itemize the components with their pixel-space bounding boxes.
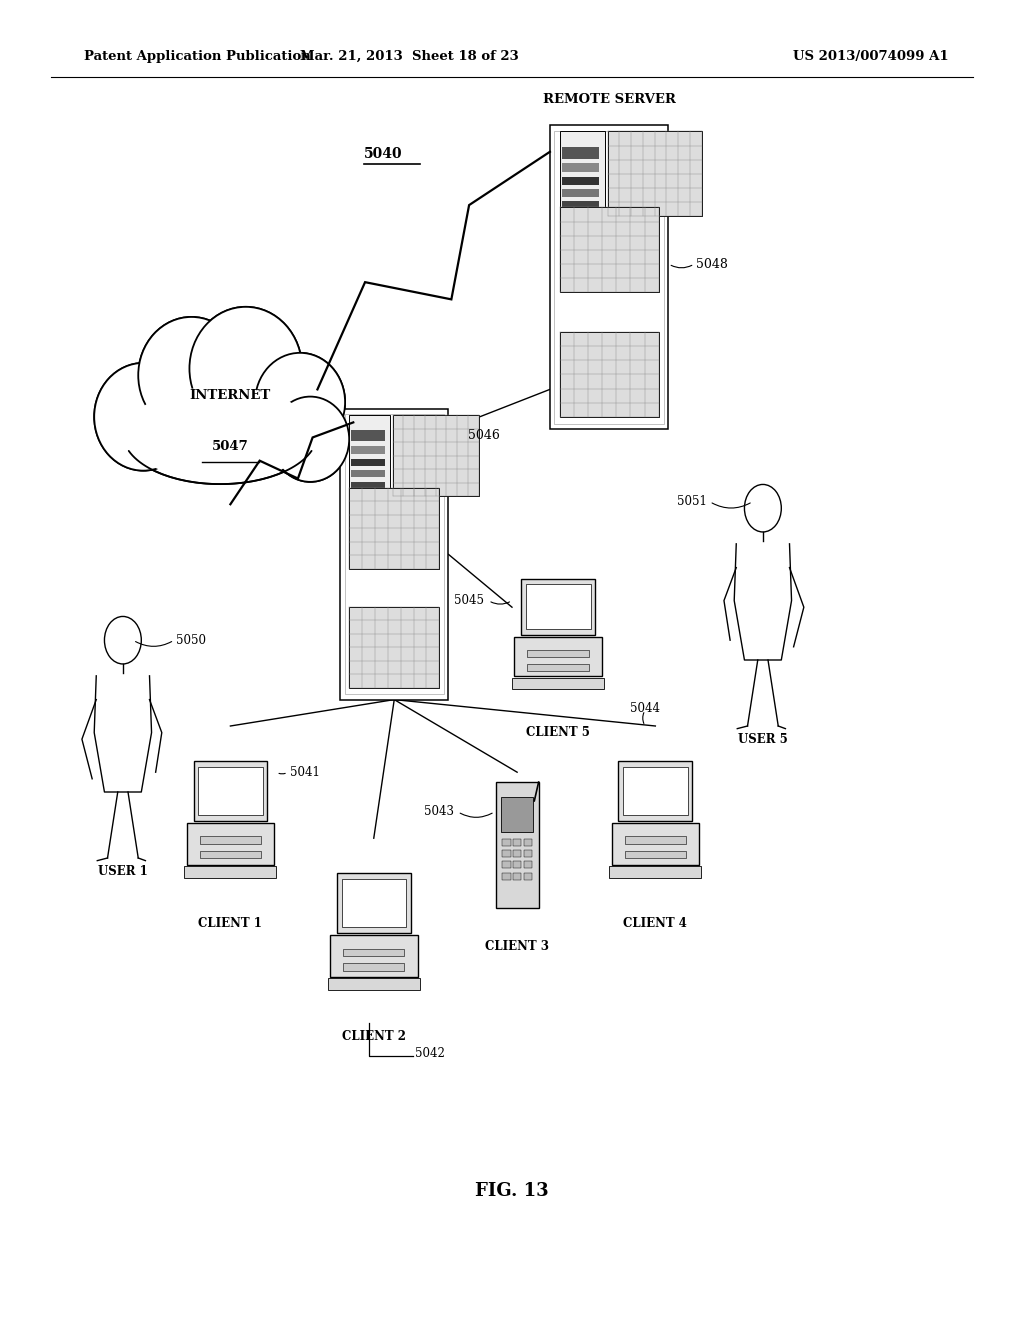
Bar xyxy=(502,873,511,879)
Bar xyxy=(328,978,420,990)
Bar xyxy=(502,862,511,869)
Ellipse shape xyxy=(271,396,349,482)
Text: 5047: 5047 xyxy=(212,440,249,453)
Text: Mar. 21, 2013  Sheet 18 of 23: Mar. 21, 2013 Sheet 18 of 23 xyxy=(300,50,519,63)
Ellipse shape xyxy=(125,385,315,482)
Bar xyxy=(349,487,439,569)
Bar xyxy=(525,585,591,630)
Bar xyxy=(186,824,274,865)
Ellipse shape xyxy=(126,387,314,480)
Bar xyxy=(625,851,686,858)
Text: INTERNET: INTERNET xyxy=(189,389,271,403)
Bar xyxy=(623,767,688,814)
Bar xyxy=(618,762,692,821)
Text: 5044: 5044 xyxy=(630,702,660,715)
Ellipse shape xyxy=(271,396,349,482)
Bar xyxy=(349,414,390,496)
Bar xyxy=(351,470,385,478)
Text: CLIENT 3: CLIENT 3 xyxy=(485,940,549,953)
Bar xyxy=(560,331,658,417)
Bar xyxy=(527,664,589,671)
Bar xyxy=(351,429,385,441)
Text: CLIENT 1: CLIENT 1 xyxy=(199,917,262,931)
Ellipse shape xyxy=(255,352,345,451)
Bar xyxy=(502,838,511,846)
Bar xyxy=(330,935,418,977)
Text: CLIENT 5: CLIENT 5 xyxy=(526,726,590,739)
Ellipse shape xyxy=(94,363,193,471)
Bar xyxy=(496,781,539,908)
Text: 5051: 5051 xyxy=(677,495,707,508)
Text: US 2013/0074099 A1: US 2013/0074099 A1 xyxy=(793,50,948,63)
Bar xyxy=(523,873,532,879)
Text: 5045: 5045 xyxy=(455,594,484,607)
Ellipse shape xyxy=(189,306,302,430)
Bar xyxy=(562,164,599,173)
Bar xyxy=(351,446,385,454)
Bar xyxy=(551,125,668,429)
Bar xyxy=(513,873,521,879)
Ellipse shape xyxy=(138,317,245,433)
Bar xyxy=(194,762,267,821)
Ellipse shape xyxy=(138,317,245,433)
Bar xyxy=(351,458,385,466)
Text: 5041: 5041 xyxy=(290,766,319,779)
Text: CLIENT 4: CLIENT 4 xyxy=(624,917,687,931)
Bar xyxy=(344,414,444,694)
Bar xyxy=(523,838,532,846)
Bar xyxy=(501,797,534,833)
Bar xyxy=(351,482,385,487)
Bar xyxy=(340,409,449,700)
Bar xyxy=(342,879,406,927)
Bar xyxy=(625,837,686,843)
Bar xyxy=(502,850,511,857)
Ellipse shape xyxy=(94,363,193,471)
Bar xyxy=(200,837,261,843)
Text: FIG. 13: FIG. 13 xyxy=(475,1181,549,1200)
Bar xyxy=(514,638,602,676)
Text: 5046: 5046 xyxy=(468,429,500,442)
Bar xyxy=(392,414,478,496)
Bar xyxy=(562,189,599,197)
Text: 5050: 5050 xyxy=(176,634,206,647)
Bar xyxy=(562,177,599,185)
Bar xyxy=(200,851,261,858)
Bar xyxy=(562,147,599,158)
Bar xyxy=(560,207,658,292)
Bar xyxy=(555,131,664,424)
Bar xyxy=(607,132,701,216)
Bar xyxy=(562,201,599,207)
Bar xyxy=(513,838,521,846)
Bar xyxy=(184,866,276,878)
Text: 5048: 5048 xyxy=(696,257,728,271)
Text: 5043: 5043 xyxy=(424,805,454,818)
Ellipse shape xyxy=(189,306,302,430)
Bar xyxy=(343,964,404,970)
Ellipse shape xyxy=(123,383,317,484)
Bar xyxy=(527,649,589,657)
Bar xyxy=(609,866,701,878)
Bar xyxy=(343,949,404,956)
Ellipse shape xyxy=(255,352,345,451)
Text: 5040: 5040 xyxy=(364,147,402,161)
Bar xyxy=(560,132,605,216)
Bar xyxy=(349,607,439,688)
Bar xyxy=(521,579,595,635)
Bar xyxy=(512,677,604,689)
Text: 5042: 5042 xyxy=(415,1047,444,1060)
Bar xyxy=(199,767,262,814)
Text: USER 1: USER 1 xyxy=(98,865,147,878)
Text: REMOTE SERVER: REMOTE SERVER xyxy=(543,92,676,106)
Bar xyxy=(337,874,411,933)
Bar xyxy=(523,850,532,857)
Text: CLIENT 2: CLIENT 2 xyxy=(342,1030,406,1043)
Bar xyxy=(513,862,521,869)
Bar xyxy=(611,824,699,865)
Text: USER 5: USER 5 xyxy=(738,733,787,746)
Bar xyxy=(523,862,532,869)
Bar xyxy=(513,850,521,857)
Text: Patent Application Publication: Patent Application Publication xyxy=(84,50,310,63)
